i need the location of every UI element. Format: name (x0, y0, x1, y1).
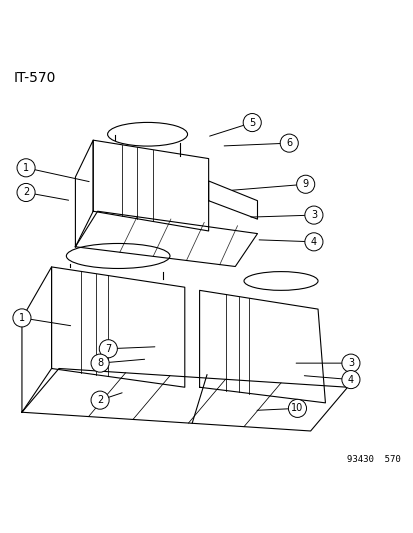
Circle shape (296, 175, 314, 193)
Text: 4: 4 (347, 375, 353, 385)
Circle shape (280, 134, 298, 152)
Circle shape (17, 159, 35, 177)
Text: 2: 2 (23, 188, 29, 198)
Text: 4: 4 (310, 237, 316, 247)
Circle shape (17, 183, 35, 201)
Text: 10: 10 (291, 403, 303, 414)
Text: 3: 3 (347, 358, 353, 368)
Circle shape (91, 354, 109, 372)
Circle shape (99, 340, 117, 358)
Circle shape (91, 391, 109, 409)
Circle shape (242, 114, 261, 132)
Circle shape (341, 370, 359, 389)
Circle shape (304, 206, 322, 224)
Text: 1: 1 (23, 163, 29, 173)
Text: 6: 6 (285, 138, 292, 148)
Circle shape (288, 399, 306, 417)
Text: 2: 2 (97, 395, 103, 405)
Text: 8: 8 (97, 358, 103, 368)
Text: 7: 7 (105, 344, 111, 354)
Text: 5: 5 (249, 118, 255, 127)
Text: IT-570: IT-570 (14, 71, 56, 85)
Circle shape (13, 309, 31, 327)
Circle shape (304, 233, 322, 251)
Text: 93430  570: 93430 570 (346, 455, 399, 464)
Text: 1: 1 (19, 313, 25, 323)
Text: 3: 3 (310, 210, 316, 220)
Text: 9: 9 (302, 179, 308, 189)
Circle shape (341, 354, 359, 372)
